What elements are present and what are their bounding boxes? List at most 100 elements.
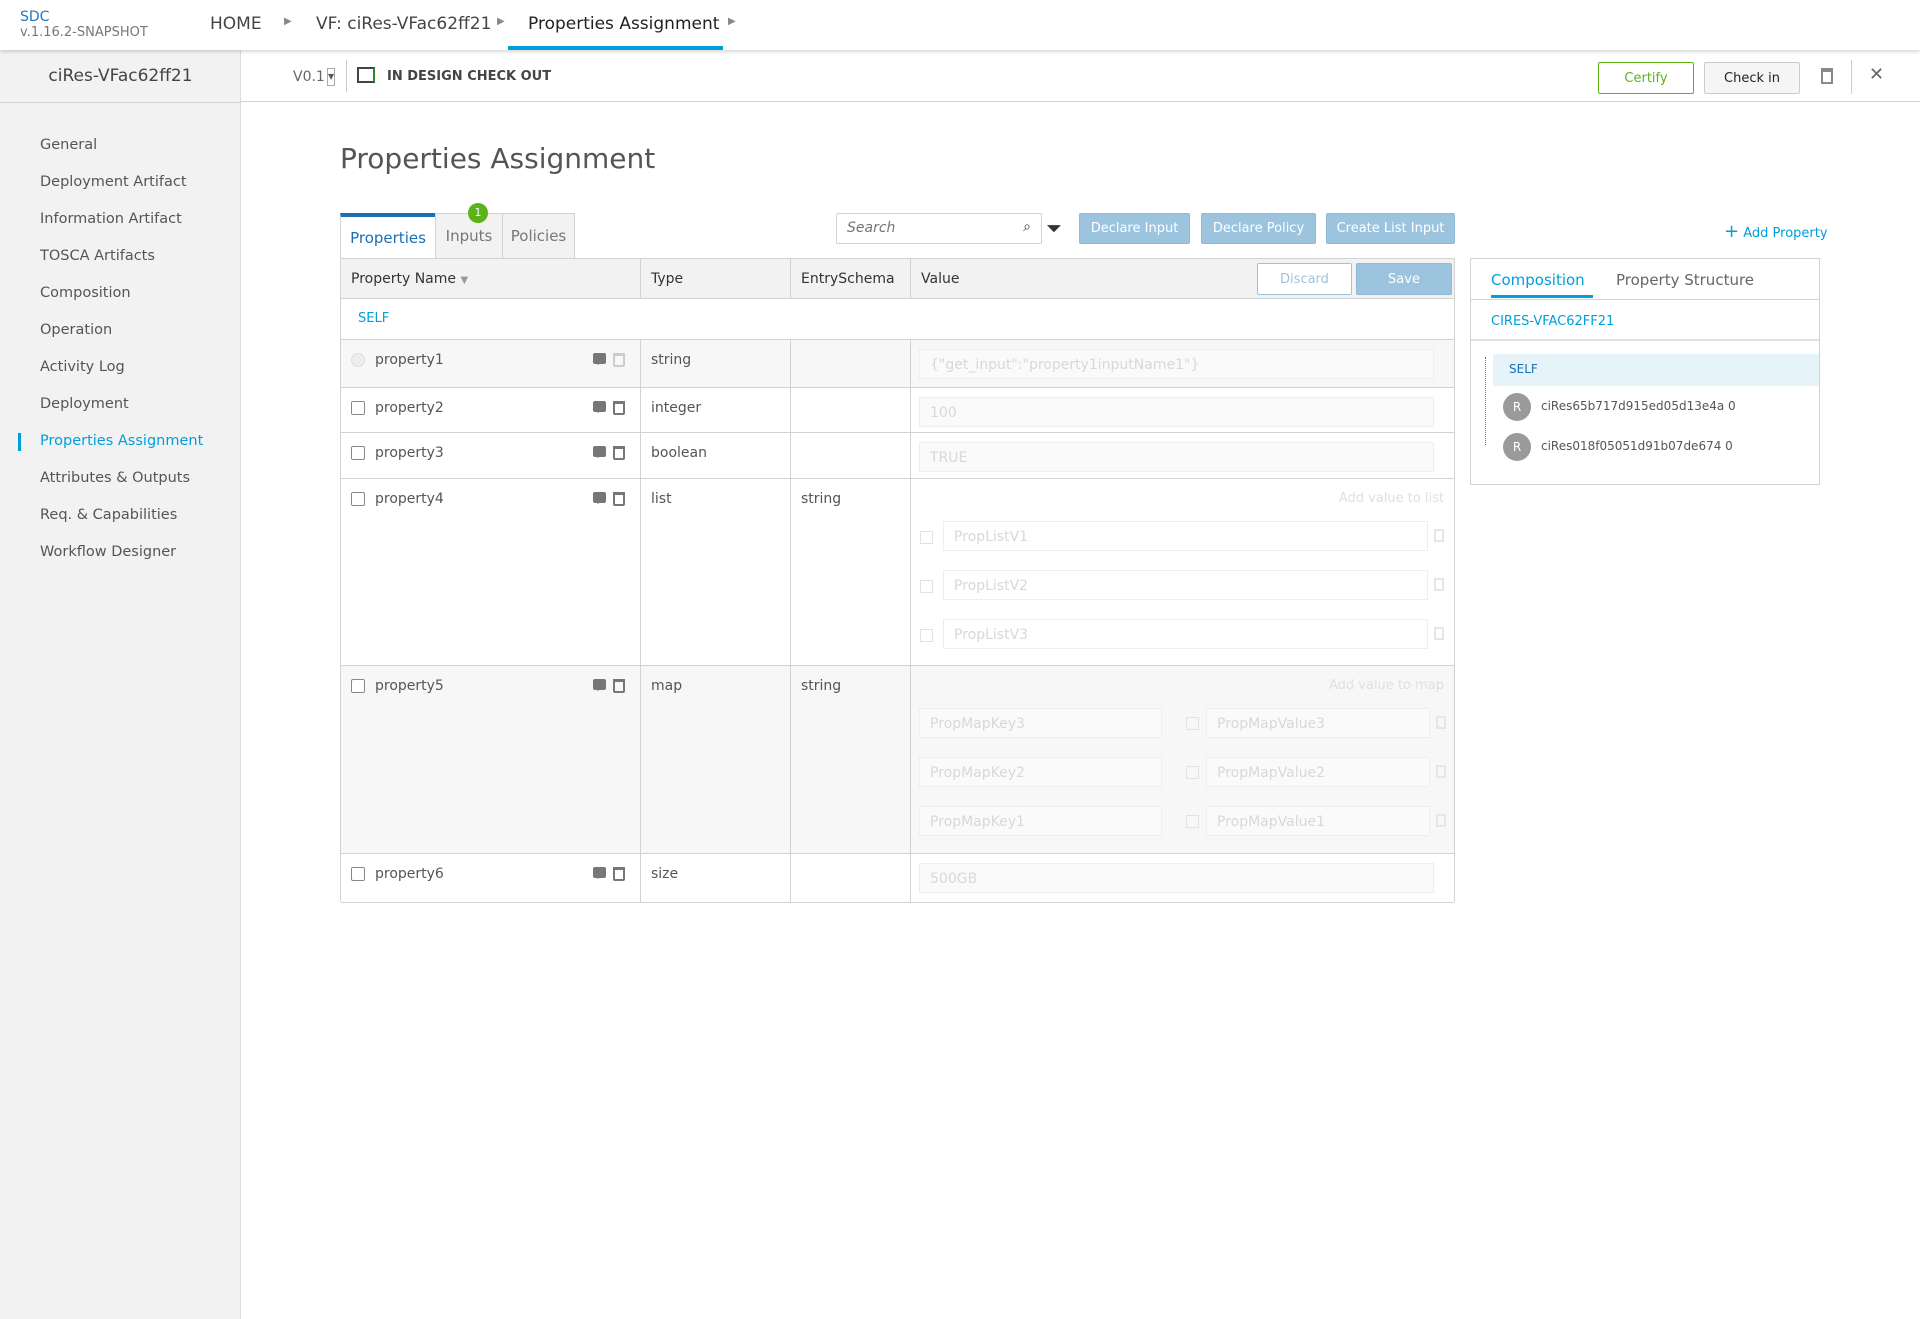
sidebar-item[interactable]: TOSCA Artifacts bbox=[40, 248, 155, 264]
declare-input-button[interactable]: Declare Input bbox=[1079, 213, 1190, 244]
cell-value: Add value to map PropMapKey3 PropMapValue3… bbox=[911, 666, 1454, 853]
close-icon[interactable]: ✕ bbox=[1869, 64, 1885, 85]
trash-icon[interactable] bbox=[613, 446, 625, 460]
tree-item-instance[interactable]: ciRes018f05051d91b07de674 0 bbox=[1541, 439, 1733, 453]
value-input[interactable]: {"get_input":"property1inputName1"} bbox=[919, 349, 1434, 379]
filter-icon[interactable]: ⏷ bbox=[1046, 216, 1062, 240]
value-input[interactable]: 100 bbox=[919, 397, 1434, 427]
sidebar-item[interactable]: Workflow Designer bbox=[40, 544, 177, 560]
map-value-input[interactable]: PropMapValue1 bbox=[1206, 806, 1430, 836]
trash-icon[interactable] bbox=[613, 353, 625, 367]
map-item-checkbox[interactable] bbox=[1186, 717, 1199, 730]
trash-icon[interactable] bbox=[1436, 716, 1446, 729]
trash-icon[interactable] bbox=[1436, 814, 1446, 827]
row-checkbox[interactable] bbox=[351, 679, 365, 693]
sidebar-item[interactable]: Composition bbox=[40, 285, 131, 301]
add-value-to-map-link[interactable]: Add value to map bbox=[1328, 678, 1444, 693]
map-item-checkbox[interactable] bbox=[1186, 766, 1199, 779]
breadcrumb-home[interactable]: HOME bbox=[210, 14, 262, 34]
row-checkbox[interactable] bbox=[351, 867, 365, 881]
declare-policy-button[interactable]: Declare Policy bbox=[1201, 213, 1316, 244]
tab-properties[interactable]: Properties bbox=[340, 213, 436, 259]
discard-button[interactable]: Discard bbox=[1257, 263, 1352, 295]
version-select[interactable]: V0.1 bbox=[293, 69, 325, 85]
sidebar-item[interactable]: Deployment bbox=[40, 396, 129, 412]
composition-root[interactable]: CIRES-VFAC62FF21 bbox=[1491, 314, 1615, 329]
composition-panel: Composition Property Structure CIRES-VFA… bbox=[1470, 258, 1820, 485]
tab-policies[interactable]: Policies bbox=[502, 213, 575, 259]
plus-icon: + bbox=[1724, 221, 1740, 242]
app-logo[interactable]: SDC bbox=[20, 9, 50, 25]
list-item-checkbox[interactable] bbox=[920, 531, 933, 544]
chevron-down-icon[interactable]: ▼ bbox=[327, 68, 335, 86]
map-item-checkbox[interactable] bbox=[1186, 815, 1199, 828]
list-item-checkbox[interactable] bbox=[920, 629, 933, 642]
sidebar-item[interactable]: Properties Assignment bbox=[40, 433, 204, 449]
row-checkbox[interactable] bbox=[351, 446, 365, 460]
divider bbox=[346, 60, 347, 92]
list-value-input[interactable]: PropListV3 bbox=[943, 619, 1428, 649]
cell-property-name: property2 bbox=[341, 388, 641, 432]
trash-icon[interactable] bbox=[613, 401, 625, 415]
group-row: SELF bbox=[341, 299, 1454, 340]
breadcrumb-active-tab[interactable]: Properties Assignment bbox=[508, 0, 723, 50]
trash-icon[interactable] bbox=[1434, 627, 1444, 640]
comment-icon[interactable] bbox=[593, 446, 606, 458]
trash-icon[interactable] bbox=[613, 492, 625, 506]
certify-button[interactable]: Certify bbox=[1598, 62, 1694, 94]
comment-icon[interactable] bbox=[593, 353, 606, 365]
map-value-input[interactable]: PropMapValue3 bbox=[1206, 708, 1430, 738]
tab-composition[interactable]: Composition bbox=[1491, 271, 1593, 298]
tree-item-instance[interactable]: ciRes65b717d915ed05d13e4a 0 bbox=[1541, 399, 1736, 413]
header-label: Value bbox=[921, 271, 960, 287]
save-button[interactable]: Save bbox=[1356, 263, 1452, 295]
search-field[interactable]: ⌕ bbox=[836, 213, 1042, 244]
row-checkbox[interactable] bbox=[351, 492, 365, 506]
search-input[interactable] bbox=[837, 214, 997, 242]
comment-icon[interactable] bbox=[593, 679, 606, 691]
column-header-property-name[interactable]: Property Name ▼ bbox=[341, 259, 641, 299]
app-version: v.1.16.2-SNAPSHOT bbox=[20, 25, 148, 40]
trash-icon[interactable] bbox=[1436, 765, 1446, 778]
cell-entryschema: string bbox=[791, 479, 911, 665]
sidebar-item[interactable]: Activity Log bbox=[40, 359, 125, 375]
trash-icon[interactable] bbox=[613, 867, 625, 881]
map-value-input[interactable]: PropMapValue2 bbox=[1206, 757, 1430, 787]
create-list-input-button[interactable]: Create List Input bbox=[1326, 213, 1455, 244]
trash-icon[interactable] bbox=[1434, 529, 1444, 542]
trash-icon[interactable] bbox=[1821, 68, 1833, 84]
search-icon[interactable]: ⌕ bbox=[1023, 219, 1031, 235]
sidebar-item[interactable]: Operation bbox=[40, 322, 113, 338]
row-checkbox[interactable] bbox=[351, 401, 365, 415]
sidebar-item[interactable]: Information Artifact bbox=[40, 211, 182, 227]
tree-item-self[interactable]: SELF bbox=[1493, 354, 1819, 386]
add-property-button[interactable]: + Add Property bbox=[1724, 221, 1828, 242]
breadcrumb-vf[interactable]: VF: ciRes-VFac62ff21 bbox=[316, 14, 492, 34]
map-key-input[interactable]: PropMapKey3 bbox=[919, 708, 1162, 738]
cell-property-name: property5 bbox=[341, 666, 641, 853]
divider bbox=[1471, 299, 1819, 300]
comment-icon[interactable] bbox=[593, 492, 606, 504]
tab-property-structure[interactable]: Property Structure bbox=[1616, 271, 1755, 289]
list-item-checkbox[interactable] bbox=[920, 580, 933, 593]
sidebar-item[interactable]: General bbox=[40, 137, 98, 153]
map-key-input[interactable]: PropMapKey2 bbox=[919, 757, 1162, 787]
checkin-button[interactable]: Check in bbox=[1704, 62, 1800, 94]
sort-down-icon[interactable]: ▼ bbox=[460, 275, 469, 286]
map-key-input[interactable]: PropMapKey1 bbox=[919, 806, 1162, 836]
value-input[interactable]: TRUE bbox=[919, 442, 1434, 472]
list-value-input[interactable]: PropListV2 bbox=[943, 570, 1428, 600]
sidebar-item[interactable]: Req. & Capabilities bbox=[40, 507, 178, 523]
tab-inputs[interactable]: Inputs 1 bbox=[435, 203, 503, 259]
tab-label: Policies bbox=[510, 227, 567, 245]
trash-icon[interactable] bbox=[1434, 578, 1444, 591]
comment-icon[interactable] bbox=[593, 867, 606, 879]
sidebar-item[interactable]: Attributes & Outputs bbox=[40, 470, 191, 486]
tab-label: Properties bbox=[350, 229, 426, 247]
comment-icon[interactable] bbox=[593, 401, 606, 413]
add-value-to-list-link[interactable]: Add value to list bbox=[1338, 491, 1444, 506]
list-value-input[interactable]: PropListV1 bbox=[943, 521, 1428, 551]
trash-icon[interactable] bbox=[613, 679, 625, 693]
sidebar-item[interactable]: Deployment Artifact bbox=[40, 174, 187, 190]
value-input[interactable]: 500GB bbox=[919, 863, 1434, 893]
